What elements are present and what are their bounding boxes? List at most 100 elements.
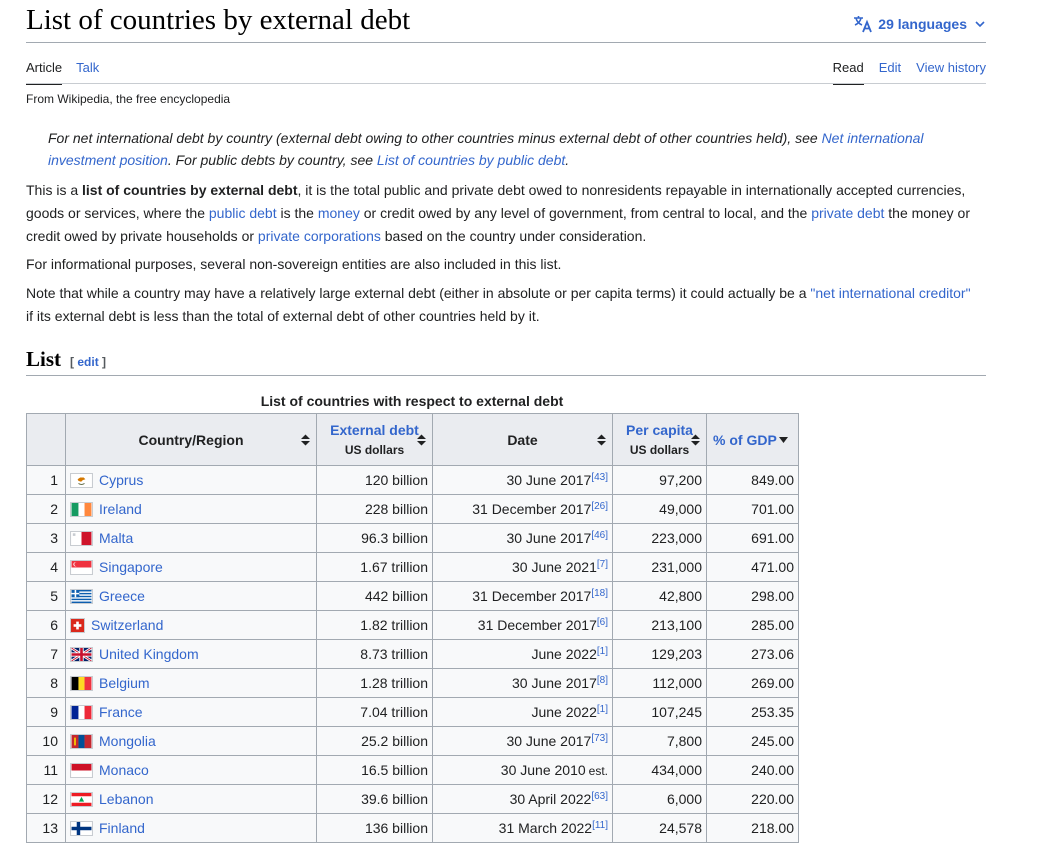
- page-title: List of countries by external debt: [26, 4, 411, 36]
- paragraph-text: or credit owed by any level of governmen…: [359, 205, 812, 221]
- link-net-international-investment-position[interactable]: Net international investment position: [48, 130, 924, 168]
- rank-cell: 5: [26, 581, 66, 611]
- per-capita-cell: 24,578: [612, 813, 707, 843]
- tab-view-history[interactable]: View history: [916, 60, 986, 75]
- external-debt-table: Country/Region External debt US dollars D…: [26, 413, 799, 843]
- rank-cell: 2: [26, 494, 66, 524]
- date-header[interactable]: Date: [432, 413, 613, 466]
- date-cell: 31 March 2022[11]: [432, 813, 613, 843]
- link-public-debt[interactable]: public debt: [208, 205, 277, 221]
- country-link[interactable]: Singapore: [99, 559, 163, 575]
- note-paragraph: Note that while a country may have a rel…: [26, 282, 976, 328]
- reference-link[interactable]: [63]: [591, 791, 608, 802]
- country-cell: Switzerland: [65, 610, 317, 640]
- edit-section-link[interactable]: edit: [77, 355, 99, 369]
- table-row: 4 Singapore 1.67 trillion 30 June 2021[7] 23…: [26, 552, 799, 582]
- date-cell: 30 June 2017[46]: [432, 523, 613, 553]
- country-cell: Malta: [65, 523, 317, 553]
- country-header[interactable]: Country/Region: [65, 413, 317, 466]
- country-cell: Monaco: [65, 755, 317, 785]
- external-debt-cell: 96.3 billion: [316, 523, 433, 553]
- date-cell: June 2022[1]: [432, 697, 613, 727]
- date-text: 31 December 2017: [472, 588, 592, 604]
- link-public-debt-list[interactable]: List of countries by public debt: [376, 152, 566, 168]
- link-private-corporations[interactable]: private corporations: [257, 228, 381, 244]
- link-money[interactable]: money: [317, 205, 360, 221]
- country-link[interactable]: Cyprus: [99, 472, 144, 488]
- date-cell: 30 June 2017[73]: [432, 726, 613, 756]
- reference-link[interactable]: [46]: [591, 530, 608, 541]
- link-private-debt[interactable]: private debt: [811, 205, 885, 221]
- country-link[interactable]: Monaco: [99, 762, 149, 778]
- date-text: 30 April 2022: [509, 791, 592, 807]
- country-link[interactable]: Mongolia: [99, 733, 156, 749]
- country-link[interactable]: United Kingdom: [99, 646, 199, 662]
- external-debt-cell: 228 billion: [316, 494, 433, 524]
- tab-talk[interactable]: Talk: [76, 60, 100, 75]
- date-text: June 2022: [531, 646, 597, 662]
- external-debt-cell: 1.82 trillion: [316, 610, 433, 640]
- per-capita-header[interactable]: Per capita US dollars: [612, 413, 707, 466]
- country-link[interactable]: Finland: [99, 820, 145, 836]
- reference-link[interactable]: [43]: [591, 472, 608, 483]
- country-link[interactable]: Belgium: [99, 675, 150, 691]
- reference-link[interactable]: [73]: [591, 733, 608, 744]
- tab-article[interactable]: Article: [26, 60, 63, 85]
- country-link[interactable]: Switzerland: [91, 617, 164, 633]
- link-net-international-creditor[interactable]: "net international creditor": [810, 285, 971, 301]
- reference-link[interactable]: [1]: [596, 646, 608, 657]
- france-flag-icon: [70, 704, 93, 720]
- language-button[interactable]: 29 languages: [853, 15, 985, 33]
- gdp-cell: 253.35: [706, 697, 799, 727]
- intro-paragraph: This is a list of countries by external …: [26, 179, 976, 248]
- paragraph-text: This is a: [26, 182, 83, 198]
- country-link[interactable]: Malta: [99, 530, 134, 546]
- lebanon-flag-icon: [70, 791, 93, 807]
- sort-icon: [597, 434, 606, 445]
- singapore-flag-icon: [70, 559, 93, 575]
- tab-read[interactable]: Read: [832, 60, 864, 85]
- reference-link[interactable]: [6]: [596, 617, 608, 628]
- bold-term: list of countries by external debt: [82, 182, 298, 198]
- sort-descending-icon: [779, 436, 788, 443]
- rank-cell: 13: [26, 813, 66, 843]
- external-debt-cell: 1.67 trillion: [316, 552, 433, 582]
- country-link[interactable]: Ireland: [99, 501, 142, 517]
- gdp-header[interactable]: % of GDP: [706, 413, 799, 466]
- date-text: 30 June 2021: [512, 559, 597, 575]
- rank-cell: 3: [26, 523, 66, 553]
- per-capita-cell: 49,000: [612, 494, 707, 524]
- per-capita-cell: 213,100: [612, 610, 707, 640]
- per-capita-cell: 7,800: [612, 726, 707, 756]
- table-row: 1 Cyprus 120 billion 30 June 2017[43] 97,200…: [26, 465, 799, 495]
- section-edit: [ edit ]: [70, 355, 106, 369]
- per-capita-link[interactable]: Per capita: [626, 421, 693, 438]
- reference-link[interactable]: [11]: [592, 820, 608, 831]
- date-text: 30 June 2017: [506, 530, 592, 546]
- rank-header: [26, 413, 66, 466]
- hatnote: For net international debt by country (e…: [48, 127, 948, 171]
- finland-flag-icon: [70, 820, 93, 836]
- reference-link[interactable]: [26]: [591, 501, 608, 512]
- gdp-link[interactable]: % of GDP: [713, 431, 777, 448]
- date-cell: 30 June 2017[8]: [432, 668, 613, 698]
- country-link[interactable]: Lebanon: [99, 791, 154, 807]
- reference-link[interactable]: [7]: [596, 559, 608, 570]
- reference-link[interactable]: [1]: [596, 704, 608, 715]
- country-link[interactable]: France: [99, 704, 143, 720]
- section-heading-list: List [ edit ]: [26, 347, 106, 372]
- hatnote-text: . For public debts by country, see: [167, 152, 377, 168]
- monaco-flag-icon: [70, 762, 93, 778]
- reference-link[interactable]: [8]: [596, 675, 608, 686]
- external-debt-header[interactable]: External debt US dollars: [316, 413, 433, 466]
- table-row: 7 United Kingdom 8.73 trillion June 2022[1]…: [26, 639, 799, 669]
- language-count: 29 languages: [878, 16, 967, 32]
- tab-edit[interactable]: Edit: [878, 60, 902, 75]
- reference-link[interactable]: [18]: [591, 588, 608, 599]
- country-link[interactable]: Greece: [99, 588, 145, 604]
- date-cell: 31 December 2017[6]: [432, 610, 613, 640]
- country-cell: Lebanon: [65, 784, 317, 814]
- date-text: 31 March 2022: [498, 820, 593, 836]
- external-debt-link[interactable]: External debt: [330, 421, 419, 438]
- date-text: 31 December 2017: [477, 617, 597, 633]
